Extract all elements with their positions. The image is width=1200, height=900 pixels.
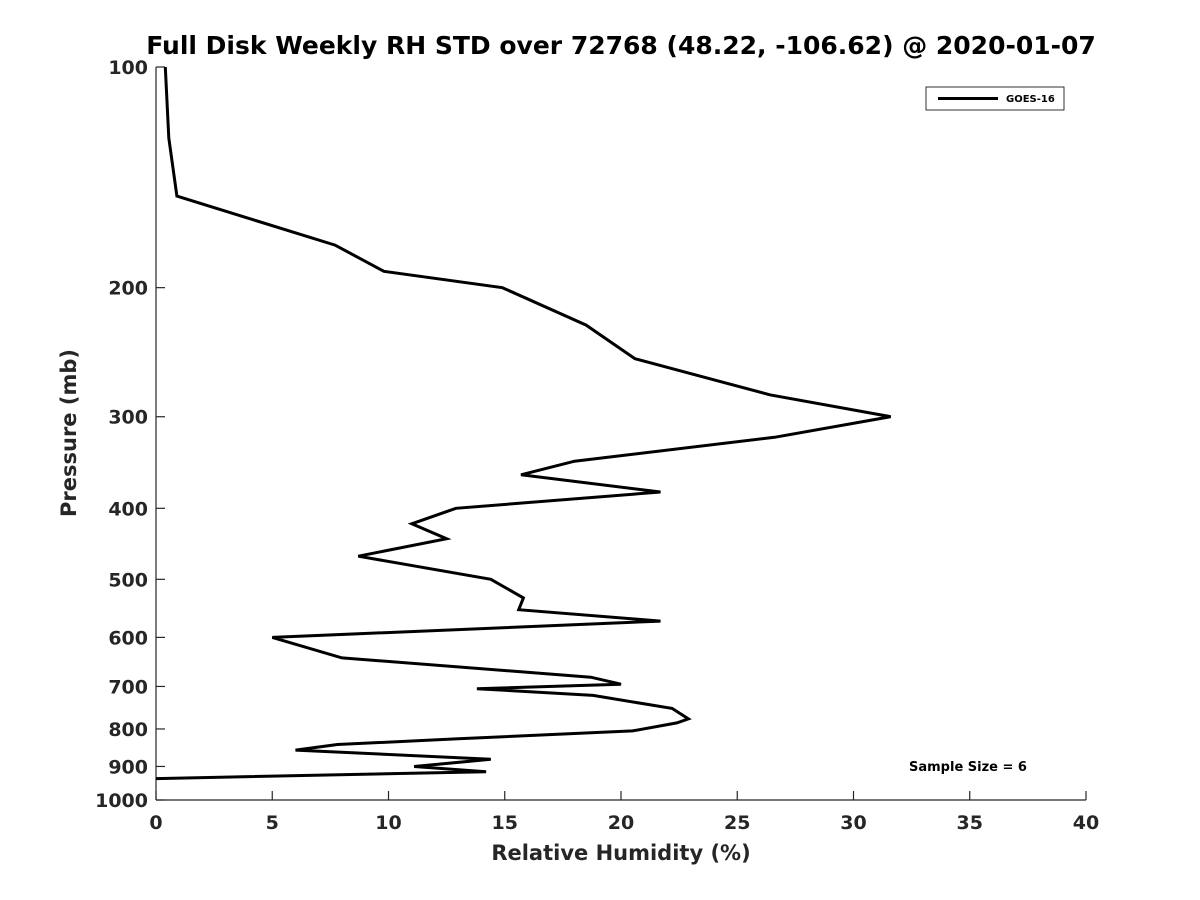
x-tick-label: 15 <box>492 812 518 834</box>
x-tick-label: 35 <box>957 812 983 834</box>
x-axis-label: Relative Humidity (%) <box>491 841 750 865</box>
y-tick-label: 700 <box>108 676 148 698</box>
y-tick-label: 1000 <box>95 790 148 812</box>
y-tick-label: 800 <box>108 719 148 741</box>
y-ticks: 100 200 300 400 500 600 700 800 900 1000 <box>95 57 165 812</box>
x-tick-label: 10 <box>375 812 401 834</box>
legend: GOES-16 <box>925 86 1065 111</box>
x-tick-label: 25 <box>724 812 750 834</box>
sample-size-annotation: Sample Size = 6 <box>909 760 1027 775</box>
x-ticks: 0 5 10 15 20 25 30 35 40 <box>149 791 1099 834</box>
legend-label: GOES-16 <box>1006 94 1055 105</box>
series-line-goes-16 <box>155 66 891 781</box>
y-tick-label: 600 <box>108 627 148 649</box>
x-tick-label: 40 <box>1073 812 1099 834</box>
x-tick-label: 30 <box>840 812 866 834</box>
x-tick-label: 5 <box>266 812 279 834</box>
y-tick-label: 100 <box>108 57 148 79</box>
y-axis-label: Pressure (mb) <box>57 349 81 517</box>
x-tick-label: 0 <box>149 812 162 834</box>
y-tick-label: 300 <box>108 407 148 429</box>
y-tick-label: 400 <box>108 498 148 520</box>
y-tick-label: 900 <box>108 756 148 778</box>
x-tick-label: 20 <box>608 812 634 834</box>
y-tick-label: 500 <box>108 569 148 591</box>
y-tick-label: 200 <box>108 278 148 300</box>
chart-title: Full Disk Weekly RH STD over 72768 (48.2… <box>146 31 1096 60</box>
